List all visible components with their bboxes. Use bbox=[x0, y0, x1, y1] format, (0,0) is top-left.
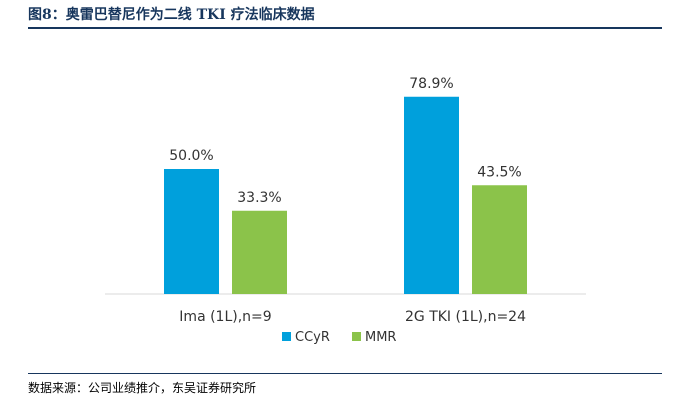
source-note: 数据来源：公司业绩推介，东吴证券研究所 bbox=[28, 381, 257, 395]
bar-ccyr-1 bbox=[404, 96, 459, 294]
legend-label-ccyr: CCyR bbox=[295, 330, 330, 345]
category-label-0: Ima (1L),n=9 bbox=[179, 309, 271, 325]
legend-label-mmr: MMR bbox=[365, 330, 396, 345]
bar-ccyr-0 bbox=[164, 169, 219, 294]
value-label-mmr-1: 43.5% bbox=[477, 164, 521, 180]
category-labels-group: Ima (1L),n=9 2G TKI (1L),n=24 bbox=[179, 309, 526, 325]
value-labels-group: 50.0% 33.3% 78.9% 43.5% bbox=[169, 76, 521, 206]
bar-mmr-1 bbox=[472, 185, 527, 294]
category-label-1: 2G TKI (1L),n=24 bbox=[405, 309, 526, 325]
legend-swatch-mmr bbox=[352, 332, 361, 341]
source-rule bbox=[28, 373, 662, 374]
value-label-ccyr-0: 50.0% bbox=[169, 148, 213, 164]
legend: CCyR MMR bbox=[282, 330, 396, 345]
bar-mmr-0 bbox=[232, 210, 287, 294]
value-label-mmr-0: 33.3% bbox=[237, 190, 281, 206]
value-label-ccyr-1: 78.9% bbox=[409, 76, 453, 92]
title-rule bbox=[28, 27, 662, 29]
legend-swatch-ccyr bbox=[282, 332, 291, 341]
bars-group bbox=[164, 96, 527, 294]
figure-title: 图8：奥雷巴替尼作为二线 TKI 疗法临床数据 bbox=[28, 7, 315, 23]
